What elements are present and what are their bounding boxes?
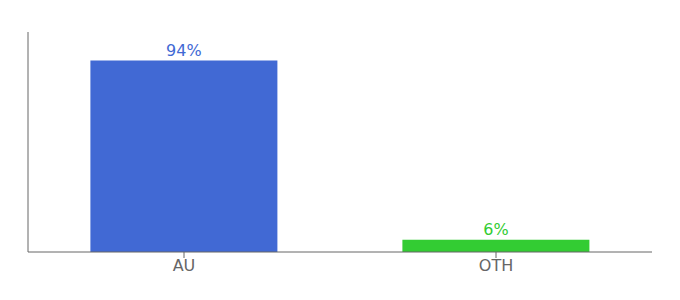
svg-text:94%: 94% <box>166 41 202 60</box>
svg-text:AU: AU <box>173 256 196 275</box>
svg-text:6%: 6% <box>483 220 508 239</box>
svg-text:OTH: OTH <box>479 256 513 275</box>
